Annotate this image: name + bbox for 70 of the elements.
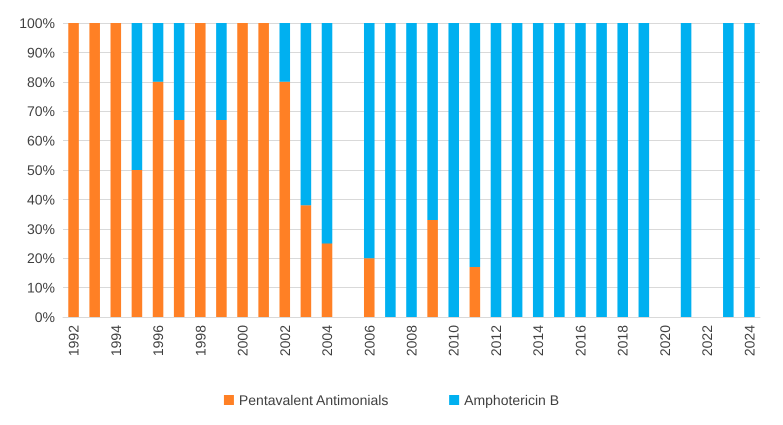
bar [237,23,248,317]
bar [364,258,375,317]
y-tick-label: 100% [19,15,55,31]
bar [174,120,184,317]
y-tick-label: 30% [26,220,55,237]
bar [723,23,734,317]
bar [216,23,227,120]
x-tick-label: 2006 [361,324,378,356]
bar [322,23,332,244]
bar [638,23,650,317]
legend-label: Amphotericin B [464,392,560,408]
y-tick-label: 70% [26,103,55,120]
bar [680,23,692,317]
bar [385,23,396,317]
bar [490,23,502,317]
y-tick-label: 80% [26,74,55,90]
y-tick-label: 50% [26,162,55,178]
bar [132,23,142,170]
y-tick-label: 20% [26,250,55,266]
bar [89,23,100,317]
bar [216,120,227,317]
bar [617,23,628,317]
y-tick-label: 40% [26,191,55,208]
x-tick-label: 1994 [108,324,124,356]
x-tick-label: 2002 [276,324,293,356]
y-tick-label: 0% [34,309,55,325]
bar [300,23,312,206]
bar [575,23,586,317]
x-tick-label: 2012 [488,324,504,356]
bar [152,82,164,317]
x-tick-label: 2020 [656,324,673,356]
x-tick-label: 2014 [530,324,546,356]
x-tick-label: 2004 [319,324,336,356]
x-tick-label: 2022 [699,324,716,356]
x-tick-label: 2000 [234,324,251,356]
y-tick-label: 60% [26,132,55,149]
bar [596,23,607,317]
bar [448,23,460,317]
bar [554,23,565,317]
x-tick-label: 2008 [404,324,420,356]
x-tick-label: 1992 [66,324,82,356]
x-tick-label: 1998 [192,324,208,356]
bar [279,23,290,82]
bar [174,23,184,120]
bar [322,244,332,317]
bar [279,82,290,317]
bar [744,23,755,317]
bar [512,23,522,317]
bar [470,23,480,268]
bar [364,23,375,258]
x-tick-label: 2010 [446,324,462,356]
bar [110,23,122,317]
bar [470,267,480,317]
bar [427,220,438,317]
bar [152,23,164,82]
bar [427,23,438,220]
x-tick-label: 1996 [150,324,166,356]
bar [195,23,206,317]
y-tick-label: 10% [26,280,55,296]
legend-label: Pentavalent Antimonials [238,392,388,408]
bar [132,170,142,317]
y-tick-label: 90% [26,44,55,60]
bar [406,23,417,317]
bar [68,23,79,317]
bar [300,205,312,317]
bar [258,23,269,317]
bar [532,23,544,317]
x-tick-label: 2024 [741,324,758,356]
x-tick-label: 2018 [614,324,631,356]
x-tick-label: 2016 [572,324,588,356]
